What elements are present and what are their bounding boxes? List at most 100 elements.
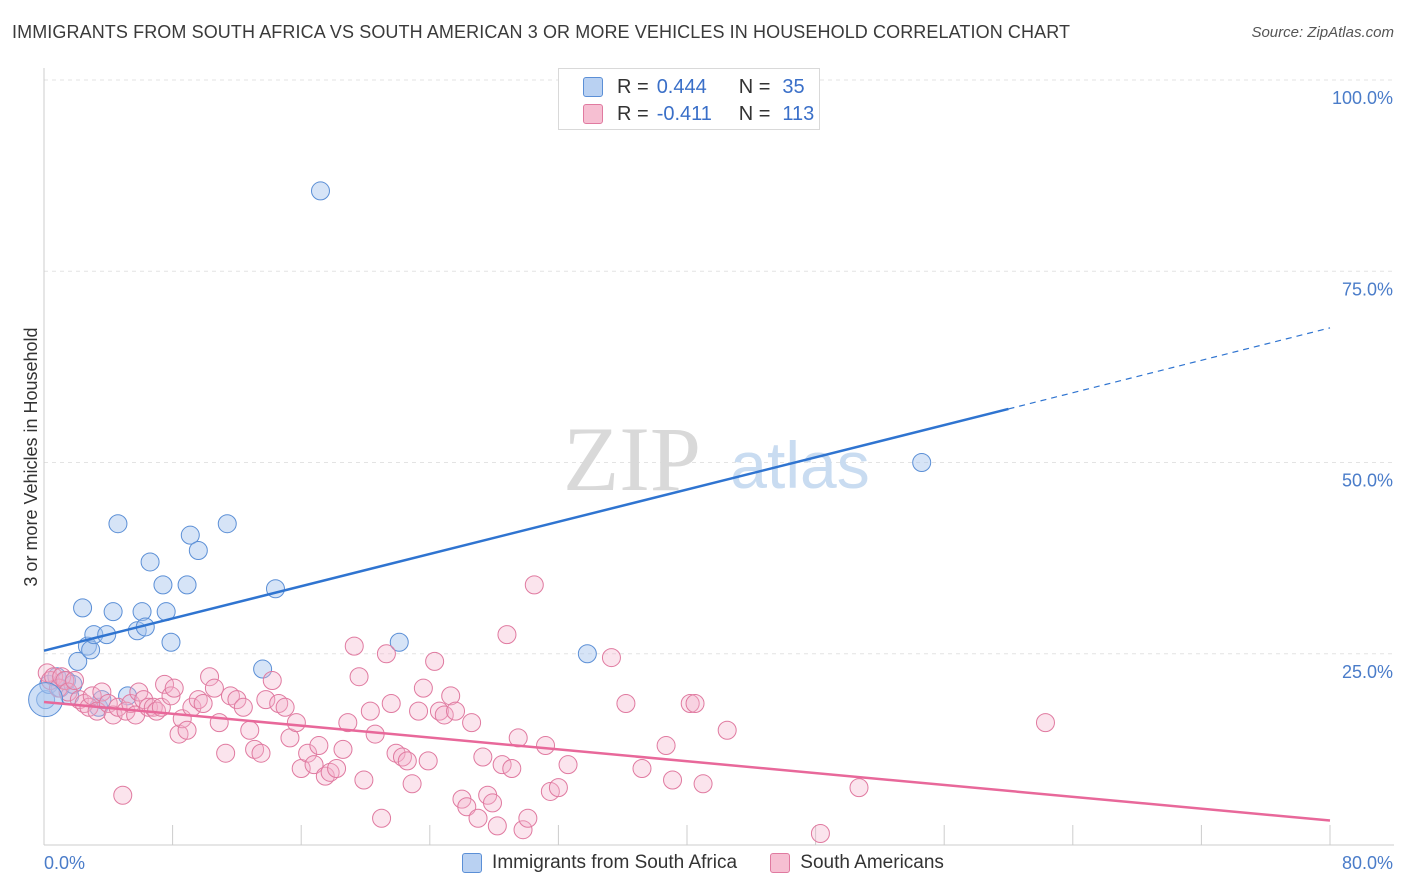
point-south-africa [217,514,237,534]
r-label: R = [617,102,649,125]
point-south-american [849,778,869,798]
point-south-american [354,770,374,790]
n-value: 35 [782,75,805,98]
x-tick-label: 80.0% [1342,853,1393,873]
correlation-row-blue: R = 0.444 N = 35 [583,74,805,100]
point-south-american [524,575,544,595]
point-south-africa [389,632,409,652]
point-south-africa [73,598,93,618]
point-south-africa [177,575,197,595]
point-south-american [656,736,676,756]
legend-item-south-africa[interactable]: Immigrants from South Africa [462,852,737,874]
point-south-american [349,667,369,687]
point-south-american [164,678,184,698]
point-south-american [65,671,85,691]
point-south-american [200,667,220,687]
point-south-american [717,720,737,740]
blue-swatch [583,77,603,97]
point-south-american [810,824,830,844]
point-south-africa [153,575,173,595]
point-south-africa [108,514,128,534]
point-south-american [155,674,175,694]
point-south-american [286,713,306,733]
point-south-american [446,701,466,721]
point-south-american [92,682,112,702]
point-south-american [298,743,318,763]
point-south-american [457,797,477,817]
y-axis-label: 3 or more Vehicles in Household [21,327,41,586]
point-south-africa [161,632,181,652]
point-south-american [434,705,454,725]
point-south-american [536,736,556,756]
y-tick-label: 100.0% [1332,88,1393,108]
point-south-american [502,759,522,778]
point-south-american [413,678,433,698]
point-south-american [204,678,224,698]
legend-item-south-americans[interactable]: South Americans [770,852,944,874]
point-south-american [482,793,502,813]
point-south-africa [28,682,64,718]
legend-swatch-blue [462,853,483,873]
point-south-american [193,693,213,713]
point-south-american [685,693,705,713]
correlation-row-pink: R = -0.411 N = 113 [583,101,814,127]
x-tick-label: 0.0% [44,853,85,873]
point-south-american [344,636,364,656]
point-south-american [338,713,358,733]
point-south-american [372,808,392,828]
r-label: R = [617,75,649,98]
watermark: ZIP atlas [563,408,870,510]
point-south-american [1035,713,1055,733]
y-tick-label: 75.0% [1342,279,1393,299]
point-south-american [333,739,353,759]
point-south-american [82,686,102,706]
point-south-american [425,651,445,671]
point-south-american [161,686,181,706]
n-label: N = [738,75,771,98]
watermark-zip: ZIP [563,408,701,510]
n-label: N = [738,102,771,125]
point-south-american [492,755,512,775]
point-south-american [262,671,282,691]
point-south-africa [132,602,152,622]
point-south-africa [180,525,200,545]
point-south-american [462,713,482,733]
point-south-american [233,697,253,717]
point-south-africa [310,181,330,201]
data-points [28,181,1055,844]
point-south-american [441,686,461,706]
point-south-american [487,816,507,836]
point-south-american [177,720,197,740]
point-south-american [216,743,236,763]
point-south-american [518,808,538,828]
point-south-american [497,625,517,645]
legend: Immigrants from South Africa South Ameri… [0,852,1406,879]
watermark-atlas: atlas [730,428,869,502]
point-south-american [473,747,493,767]
source-credit: Source: ZipAtlas.com [1251,24,1394,41]
point-south-american [275,697,295,717]
point-south-american [663,770,683,790]
point-south-american [397,751,417,771]
point-south-american [309,736,329,756]
trend-lines [43,327,1331,822]
point-south-american [327,759,347,778]
legend-label: South Americans [800,852,944,873]
point-south-africa [81,640,101,660]
point-south-american [418,751,438,771]
point-south-american [468,808,488,828]
point-south-american [513,820,533,840]
trend-line-south-africa-extension [1008,327,1331,410]
n-value: 113 [782,102,815,125]
point-south-american [240,720,260,740]
chart-title: IMMIGRANTS FROM SOUTH AFRICA VS SOUTH AM… [12,22,1071,42]
correlation-box: R = 0.444 N = 35 R = -0.411 N = 113 [558,68,820,130]
trend-line-south-americans [43,700,1331,822]
point-south-american [251,743,271,763]
grid-lines [44,79,1394,655]
legend-swatch-pink [770,853,791,873]
point-south-american [558,755,578,775]
r-value: -0.411 [656,102,712,125]
point-south-american [616,693,636,713]
point-south-american [227,690,247,710]
